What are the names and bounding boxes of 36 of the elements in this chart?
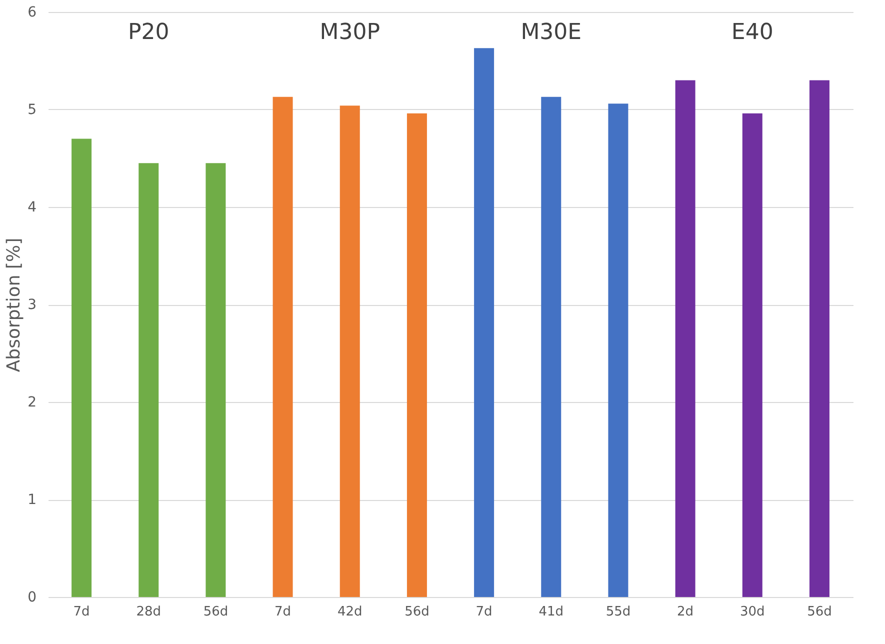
x-tick-label: 30d	[740, 604, 765, 620]
x-tick-label: 41d	[538, 604, 564, 620]
x-tick-label: 7d	[476, 604, 492, 620]
bar	[809, 80, 830, 597]
y-tick-label: 5	[28, 102, 36, 118]
annotation: P20	[128, 20, 170, 45]
annotation: E40	[731, 20, 774, 45]
bar	[541, 96, 562, 597]
x-tick-label: 2d	[677, 604, 694, 620]
y-tick-label: 6	[28, 4, 37, 20]
y-tick-label: 2	[28, 394, 36, 410]
x-tick-label: 56d	[807, 604, 832, 620]
bar	[340, 106, 360, 597]
x-tick-label: 42d	[337, 604, 362, 620]
x-tick-label: 56d	[404, 604, 430, 620]
bar	[608, 104, 628, 597]
annotation: M30P	[320, 20, 380, 45]
y-tick-label: 0	[28, 590, 36, 606]
y-tick-label: 3	[28, 297, 36, 313]
bar	[675, 80, 696, 597]
bar	[72, 138, 92, 597]
x-tick-label: 7d	[73, 604, 90, 620]
y-tick-label: 1	[28, 492, 36, 508]
annotation: M30E	[520, 20, 582, 45]
x-tick-label: 55d	[606, 604, 631, 620]
y-axis-title: Absorption [%]	[4, 238, 25, 372]
bar	[206, 163, 226, 597]
x-tick-label: 7d	[274, 604, 292, 620]
y-tick-label: 4	[28, 200, 37, 216]
x-tick-label: 56d	[203, 604, 228, 620]
bar	[138, 163, 159, 597]
bar	[272, 96, 293, 597]
bar	[742, 113, 762, 597]
bar	[474, 48, 494, 597]
bar	[406, 113, 427, 597]
x-tick-label: 28d	[136, 604, 162, 620]
